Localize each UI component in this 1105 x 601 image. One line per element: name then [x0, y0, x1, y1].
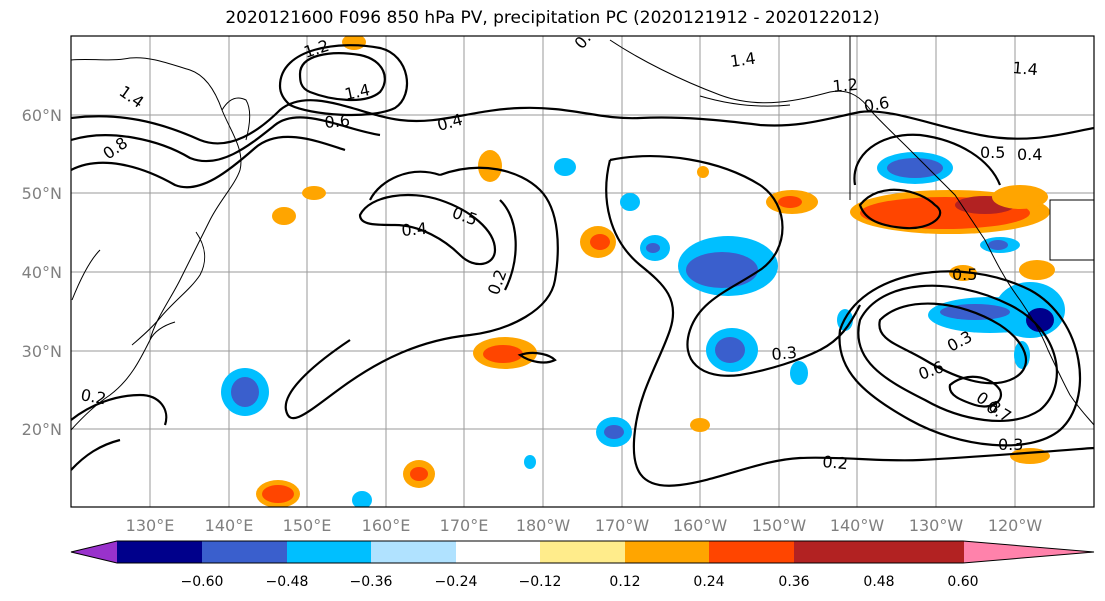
- contour-label: 0.4: [401, 219, 428, 240]
- contour-label: 0.3: [771, 343, 798, 364]
- precip-patch: [1026, 308, 1054, 332]
- colorbar-tick: 0.24: [693, 574, 724, 590]
- map-frame: [70, 35, 1095, 508]
- precip-patch: [352, 491, 372, 507]
- precip-patch: [887, 158, 943, 178]
- colorbar: −0.60 −0.48 −0.36 −0.24 −0.12 0.12 0.24 …: [70, 540, 1095, 590]
- precip-patch: [988, 240, 1008, 250]
- precip-patch: [1019, 260, 1055, 280]
- colorbar-extend-left: [71, 541, 118, 563]
- lat-label: 50°N: [22, 184, 62, 203]
- colorbar-swatch: [202, 541, 288, 563]
- contour-label: 1.2: [832, 75, 859, 96]
- lon-label: 160°E: [362, 516, 411, 535]
- lon-label: 150°E: [283, 516, 332, 535]
- contour-label: 1.4: [1012, 58, 1039, 79]
- precip-patch: [690, 418, 710, 432]
- coastlines: [71, 36, 1094, 431]
- colorbar-swatch: [540, 541, 626, 563]
- precip-patch: [790, 361, 808, 385]
- latitude-labels: 60°N 50°N 40°N 30°N 20°N: [22, 106, 62, 439]
- precip-patch: [992, 185, 1048, 209]
- colorbar-swatch: [287, 541, 373, 563]
- lat-label: 30°N: [22, 342, 62, 361]
- colorbar-tick: 0.12: [609, 574, 640, 590]
- colorbar-swatch: [117, 541, 203, 563]
- map-title: 2020121600 F096 850 hPa PV, precipitatio…: [225, 8, 880, 28]
- colorbar-tick: 0.48: [863, 574, 894, 590]
- lon-label: 140°W: [830, 516, 885, 535]
- lon-label: 160°W: [673, 516, 728, 535]
- precip-patch: [590, 234, 610, 250]
- colorbar-outline: [70, 540, 1095, 564]
- colorbar-extend-right: [963, 541, 1094, 563]
- lon-label: 140°E: [205, 516, 254, 535]
- colorbar-swatch: [456, 541, 542, 563]
- precip-patch: [778, 196, 802, 208]
- precip-patch: [231, 377, 259, 407]
- colorbar-tick: −0.12: [519, 574, 562, 590]
- colorbar-tick: −0.36: [350, 574, 393, 590]
- lon-label: 170°E: [440, 516, 489, 535]
- longitude-labels: 130°E 140°E 150°E 160°E 170°E 180°W 170°…: [126, 516, 1043, 535]
- contour-label: 0.3: [998, 435, 1023, 454]
- contour-label: 1.4: [729, 49, 757, 71]
- precip-patch: [686, 252, 758, 288]
- precip-patch: [697, 166, 709, 178]
- lat-label: 20°N: [22, 420, 62, 439]
- precip-patch: [272, 207, 296, 225]
- precip-patch: [620, 193, 640, 211]
- precip-patch: [410, 467, 428, 481]
- precip-patch: [483, 345, 523, 363]
- colorbar-tick: 0.60: [947, 574, 978, 590]
- precip-patch: [302, 186, 326, 200]
- precip-patch: [604, 425, 624, 439]
- precip-patch: [478, 150, 502, 182]
- lon-label: 180°W: [516, 516, 571, 535]
- lon-label: 130°W: [909, 516, 964, 535]
- lon-label: 130°E: [126, 516, 175, 535]
- lon-label: 150°W: [752, 516, 807, 535]
- contour-label: 0.6: [862, 93, 890, 116]
- lat-label: 60°N: [22, 106, 62, 125]
- colorbar-tick: −0.60: [181, 574, 224, 590]
- lat-label: 40°N: [22, 263, 62, 282]
- pv-contours: [71, 44, 1094, 487]
- contour-label: 0.5: [952, 265, 977, 284]
- contour-label: 1.4: [343, 80, 372, 104]
- contour-label: 0.5: [980, 143, 1005, 162]
- contour-label: 0.6: [324, 111, 351, 132]
- colorbar-swatch: [625, 541, 711, 563]
- colorbar-swatch: [709, 541, 795, 563]
- precip-patch: [554, 158, 576, 176]
- colorbar-swatch: [794, 541, 880, 563]
- precip-patch: [646, 243, 660, 253]
- colorbar-tick: −0.24: [435, 574, 478, 590]
- colorbar-tick: −0.48: [266, 574, 309, 590]
- precip-patch: [262, 485, 294, 503]
- lon-label: 170°W: [595, 516, 650, 535]
- contour-label: 0.2: [822, 452, 849, 473]
- colorbar-ticks: −0.60 −0.48 −0.36 −0.24 −0.12 0.12 0.24 …: [181, 574, 979, 590]
- lon-label: 120°W: [988, 516, 1043, 535]
- colorbar-swatch: [371, 541, 457, 563]
- precip-patch: [715, 337, 745, 363]
- contour-label: 0.2: [79, 385, 107, 408]
- precip-patch: [524, 455, 536, 469]
- precip-patches: [221, 36, 1065, 507]
- colorbar-swatch: [879, 541, 964, 563]
- colorbar-tick: 0.36: [778, 574, 809, 590]
- contour-label: 0.4: [1017, 145, 1042, 164]
